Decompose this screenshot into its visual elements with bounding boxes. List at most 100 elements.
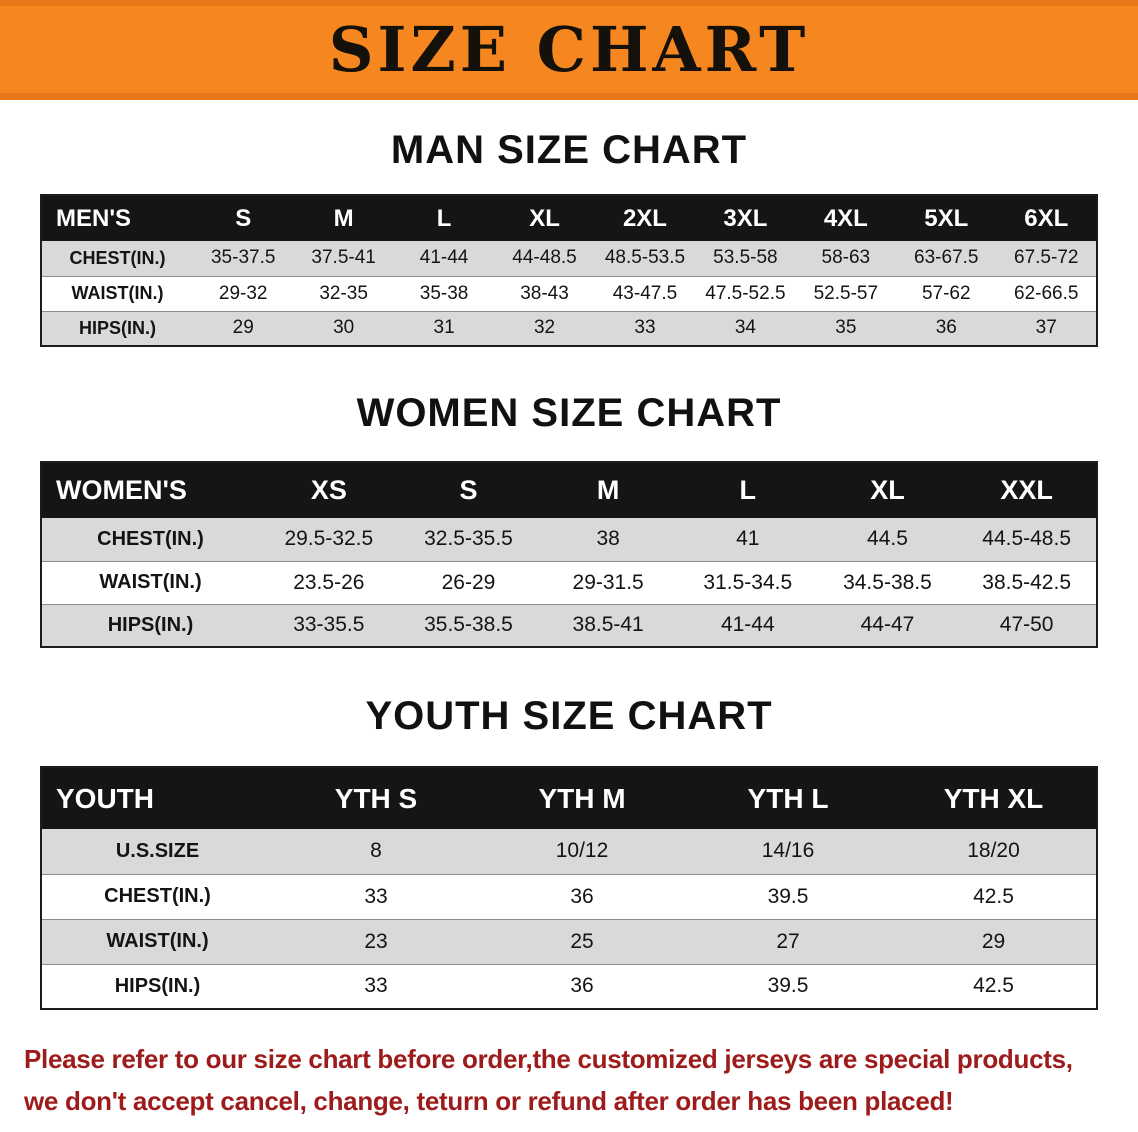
value-cell: 52.5-57 bbox=[795, 276, 897, 312]
header-row: YOUTH YTH S YTH M YTH L YTH XL bbox=[41, 767, 1097, 829]
value-cell: 67.5-72 bbox=[996, 241, 1097, 277]
value-cell: 10/12 bbox=[479, 829, 685, 875]
size-column-header: 3XL bbox=[695, 195, 796, 241]
value-cell: 30 bbox=[293, 311, 394, 347]
size-column-header: M bbox=[538, 462, 678, 518]
disclaimer-text: Please refer to our size chart before or… bbox=[24, 1038, 1138, 1122]
women-size-table: WOMEN'S XS S M L XL XXL CHEST(IN.) 29.5-32.5 32.5… bbox=[40, 461, 1098, 648]
header-row: WOMEN'S XS S M L XL XXL bbox=[41, 462, 1097, 518]
value-cell: 23.5-26 bbox=[259, 561, 399, 605]
row-label-cell: U.S.SIZE bbox=[41, 829, 273, 875]
size-column-header: 2XL bbox=[594, 195, 696, 241]
value-cell: 31 bbox=[393, 311, 495, 347]
disclaimer-line-1: Please refer to our size chart before or… bbox=[24, 1044, 1073, 1074]
value-cell: 36 bbox=[479, 964, 685, 1010]
size-column-header: L bbox=[677, 462, 818, 518]
men-size-table: MEN'S S M L XL 2XL 3XL 4XL 5XL 6XL CHEST(IN.) 35-37… bbox=[40, 194, 1098, 347]
youth-size-table: YOUTH YTH S YTH M YTH L YTH XL U.S.SIZE 8 10/12… bbox=[40, 766, 1098, 1010]
table-title-cell: WOMEN'S bbox=[41, 462, 259, 518]
value-cell: 38 bbox=[538, 518, 678, 562]
value-cell: 36 bbox=[896, 311, 997, 347]
value-cell: 32-35 bbox=[293, 276, 394, 312]
value-cell: 48.5-53.5 bbox=[594, 241, 696, 277]
size-column-header: 4XL bbox=[795, 195, 897, 241]
value-cell: 18/20 bbox=[891, 829, 1097, 875]
value-cell: 31.5-34.5 bbox=[677, 561, 818, 605]
value-cell: 36 bbox=[479, 874, 685, 920]
size-column-header: YTH XL bbox=[891, 767, 1097, 829]
table-title-cell: YOUTH bbox=[41, 767, 273, 829]
value-cell: 42.5 bbox=[891, 964, 1097, 1010]
size-chart-banner: SIZE CHART bbox=[0, 0, 1138, 100]
value-cell: 29 bbox=[193, 311, 294, 347]
value-cell: 39.5 bbox=[685, 964, 891, 1010]
value-cell: 42.5 bbox=[891, 874, 1097, 920]
value-cell: 41-44 bbox=[677, 604, 818, 648]
size-column-header: S bbox=[398, 462, 539, 518]
table-row: WAIST(IN.) 23 25 27 29 bbox=[41, 919, 1097, 965]
value-cell: 26-29 bbox=[398, 561, 539, 605]
value-cell: 57-62 bbox=[896, 276, 997, 312]
table-row: CHEST(IN.) 35-37.5 37.5-41 41-44 44-48.5 48.5… bbox=[41, 241, 1097, 277]
value-cell: 58-63 bbox=[795, 241, 897, 277]
table-row: HIPS(IN.) 29 30 31 32 33 34 35 36 37 bbox=[41, 311, 1097, 347]
men-size-table-container: MEN'S S M L XL 2XL 3XL 4XL 5XL 6XL CHEST(IN.) 35-37… bbox=[40, 194, 1098, 347]
table-row: WAIST(IN.) 23.5-26 26-29 29-31.5 31.5-34.5 34… bbox=[41, 561, 1097, 605]
size-column-header: YTH L bbox=[685, 767, 891, 829]
size-column-header: L bbox=[393, 195, 495, 241]
value-cell: 29 bbox=[891, 919, 1097, 965]
size-column-header: XXL bbox=[957, 462, 1097, 518]
value-cell: 37 bbox=[996, 311, 1097, 347]
value-cell: 41 bbox=[677, 518, 818, 562]
page-title: SIZE CHART bbox=[328, 12, 810, 86]
value-cell: 32.5-35.5 bbox=[398, 518, 539, 562]
size-column-header: YTH M bbox=[479, 767, 685, 829]
row-label-cell: CHEST(IN.) bbox=[41, 518, 259, 562]
table-row: CHEST(IN.) 29.5-32.5 32.5-35.5 38 41 44.5 44.5… bbox=[41, 518, 1097, 562]
value-cell: 35.5-38.5 bbox=[398, 604, 539, 648]
size-column-header: S bbox=[193, 195, 294, 241]
row-label-cell: CHEST(IN.) bbox=[41, 241, 193, 277]
value-cell: 35-38 bbox=[393, 276, 495, 312]
value-cell: 14/16 bbox=[685, 829, 891, 875]
value-cell: 25 bbox=[479, 919, 685, 965]
table-row: HIPS(IN.) 33-35.5 35.5-38.5 38.5-41 41-44 44-… bbox=[41, 604, 1097, 648]
value-cell: 44.5 bbox=[817, 518, 958, 562]
value-cell: 41-44 bbox=[393, 241, 495, 277]
youth-size-table-container: YOUTH YTH S YTH M YTH L YTH XL U.S.SIZE 8 10/12… bbox=[40, 766, 1098, 1010]
header-row: MEN'S S M L XL 2XL 3XL 4XL 5XL 6XL bbox=[41, 195, 1097, 241]
row-label-cell: WAIST(IN.) bbox=[41, 276, 193, 312]
size-column-header: XL bbox=[494, 195, 595, 241]
value-cell: 23 bbox=[273, 919, 479, 965]
value-cell: 35-37.5 bbox=[193, 241, 294, 277]
value-cell: 32 bbox=[494, 311, 595, 347]
men-size-chart-heading: MAN SIZE CHART bbox=[390, 128, 748, 172]
value-cell: 44-48.5 bbox=[494, 241, 595, 277]
value-cell: 27 bbox=[685, 919, 891, 965]
value-cell: 38.5-42.5 bbox=[957, 561, 1097, 605]
value-cell: 43-47.5 bbox=[594, 276, 696, 312]
women-size-chart-heading: WOMEN SIZE CHART bbox=[356, 391, 782, 435]
value-cell: 33 bbox=[273, 874, 479, 920]
table-row: U.S.SIZE 8 10/12 14/16 18/20 bbox=[41, 829, 1097, 875]
row-label-cell: HIPS(IN.) bbox=[41, 964, 273, 1010]
value-cell: 53.5-58 bbox=[695, 241, 796, 277]
value-cell: 44-47 bbox=[817, 604, 958, 648]
size-column-header: M bbox=[293, 195, 394, 241]
size-column-header: YTH S bbox=[273, 767, 479, 829]
value-cell: 8 bbox=[273, 829, 479, 875]
row-label-cell: HIPS(IN.) bbox=[41, 311, 193, 347]
value-cell: 29-31.5 bbox=[538, 561, 678, 605]
size-column-header: XS bbox=[259, 462, 399, 518]
table-title-cell: MEN'S bbox=[41, 195, 193, 241]
size-column-header: 6XL bbox=[996, 195, 1097, 241]
value-cell: 35 bbox=[795, 311, 897, 347]
value-cell: 37.5-41 bbox=[293, 241, 394, 277]
size-column-header: 5XL bbox=[896, 195, 997, 241]
value-cell: 38-43 bbox=[494, 276, 595, 312]
value-cell: 29.5-32.5 bbox=[259, 518, 399, 562]
women-size-table-container: WOMEN'S XS S M L XL XXL CHEST(IN.) 29.5-32.5 32.5… bbox=[40, 461, 1098, 648]
row-label-cell: WAIST(IN.) bbox=[41, 919, 273, 965]
table-row: WAIST(IN.) 29-32 32-35 35-38 38-43 43-47.5 47.… bbox=[41, 276, 1097, 312]
